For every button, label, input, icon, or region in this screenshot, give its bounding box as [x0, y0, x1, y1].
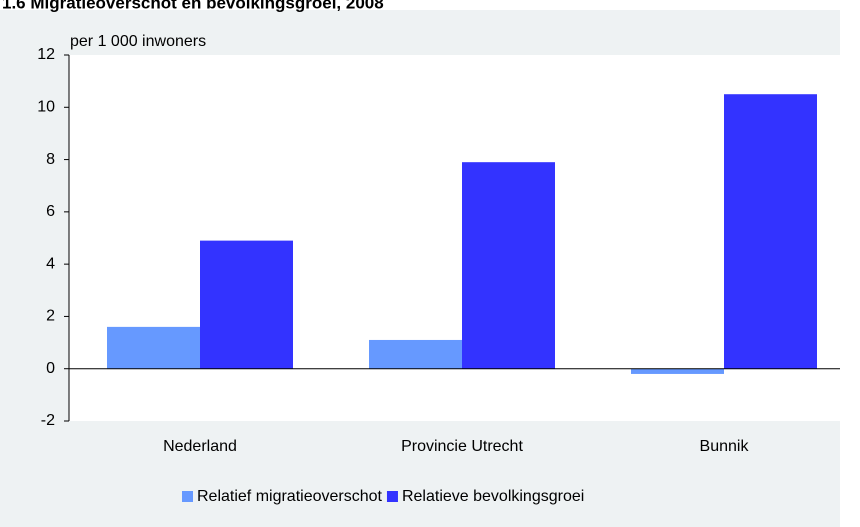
legend-swatch — [182, 491, 193, 502]
y-tick-label: 2 — [46, 308, 55, 325]
y-tick-label: 10 — [37, 99, 55, 116]
bar — [631, 368, 724, 374]
y-tick-label: 4 — [46, 255, 55, 272]
bar — [462, 162, 555, 369]
y-tick-label: 12 — [37, 46, 55, 63]
legend-label: Relatief migratieoverschot — [197, 488, 383, 505]
x-tick-label: Bunnik — [700, 438, 750, 455]
x-tick-label: Provincie Utrecht — [401, 438, 523, 455]
y-tick-label: 0 — [46, 360, 55, 377]
y-tick-label: 8 — [46, 151, 55, 168]
legend-swatch — [386, 491, 398, 502]
y-tick-label: -2 — [41, 412, 55, 429]
y-axis-label: per 1 000 inwoners — [70, 33, 206, 50]
bar — [107, 326, 200, 369]
bar — [369, 339, 462, 369]
x-tick-label: Nederland — [163, 438, 237, 455]
bar — [200, 240, 293, 369]
y-tick-label: 6 — [46, 203, 55, 220]
bar — [724, 94, 817, 369]
legend-label: Relatieve bevolkingsgroei — [402, 488, 584, 505]
chart-title: 1.6 Migratieoverschot en bevolkingsgroei… — [2, 0, 384, 12]
